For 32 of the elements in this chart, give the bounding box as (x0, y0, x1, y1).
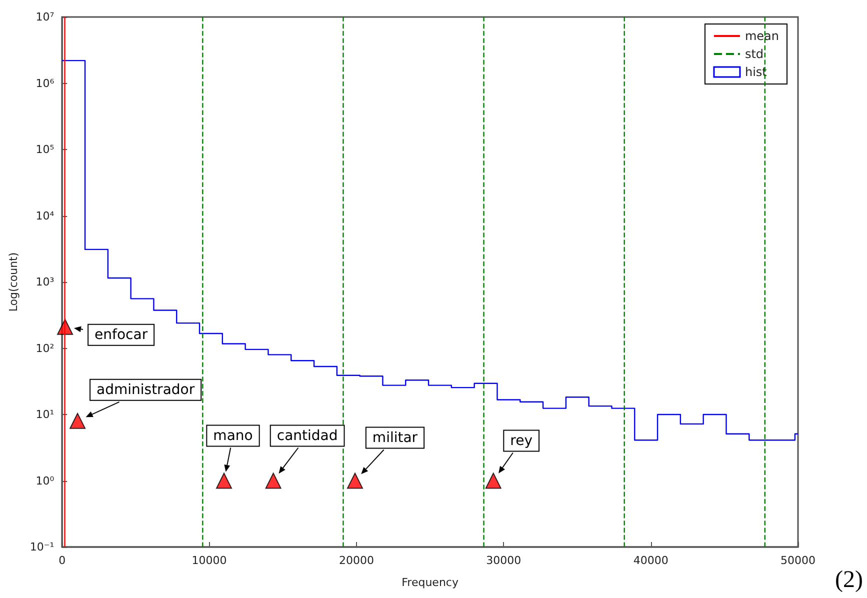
point (265, 472, 282, 489)
y-tick-label: 10² (36, 342, 54, 355)
text: (2) (835, 567, 863, 593)
y-tick-label: 10³ (36, 276, 54, 288)
point (346, 472, 363, 489)
annotation: mano (213, 428, 253, 444)
point (216, 472, 232, 489)
point (70, 412, 86, 429)
y-tick-label: 10⁵ (36, 143, 54, 156)
y-tick-label: 10⁻¹ (30, 540, 54, 554)
y-tick-label: 10¹ (36, 408, 54, 421)
legend-label: mean (744, 29, 779, 43)
x-tick-label: 10000 (192, 554, 227, 567)
x-tick-label: 20000 (338, 554, 374, 567)
legend-label: hist (744, 65, 768, 79)
annotation: rey (510, 432, 533, 449)
x-axis-title: Frequency (402, 576, 459, 589)
annotation: enfocar (94, 326, 148, 343)
y-tick-label: 10⁴ (36, 209, 55, 222)
annotation: administrador (96, 382, 195, 398)
point (485, 472, 502, 489)
y-tick-label: 10⁰ (36, 474, 55, 488)
y-tick-label: 10⁷ (36, 10, 54, 24)
legend-label: std (744, 47, 764, 61)
annotation: cantidad (276, 428, 338, 444)
y-axis-title: Log(count) (7, 252, 20, 312)
x-tick-label: 50000 (780, 554, 816, 567)
y-tick-label: 10⁶ (36, 76, 55, 90)
x-tick-label: 0 (58, 554, 66, 567)
x-tick-label: 40000 (633, 554, 668, 567)
annotation: militar (372, 430, 418, 446)
x-tick-label: 30000 (486, 554, 522, 567)
